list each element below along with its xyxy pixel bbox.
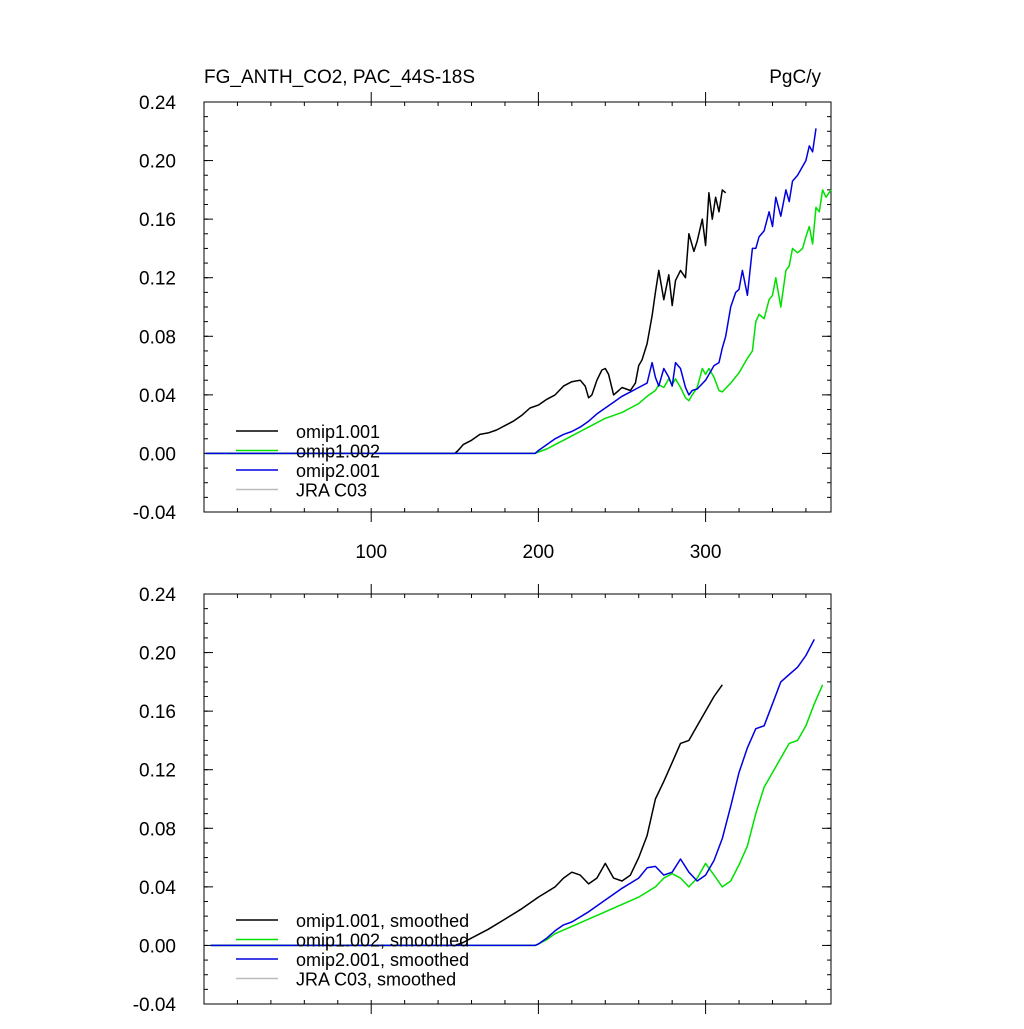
series-line — [205, 189, 727, 455]
legend-label: omip1.002 — [296, 442, 380, 462]
series-line — [210, 684, 723, 947]
y-tick-label: 0.24 — [139, 585, 176, 606]
legend-label: omip2.001 — [296, 461, 380, 481]
y-tick-label: 0.00 — [139, 936, 176, 957]
legend-label: JRA C03, smoothed — [296, 970, 456, 990]
units-label: PgC/y — [769, 67, 821, 88]
y-tick-label: 0.24 — [139, 93, 176, 114]
x-tick-label: 200 — [523, 542, 555, 563]
legend-label: omip1.001 — [296, 422, 380, 442]
y-tick-label: 0.16 — [139, 702, 176, 723]
y-tick-label: 0.20 — [139, 644, 176, 665]
y-tick-label: 0.16 — [139, 210, 176, 231]
legend-label: JRA C03 — [296, 481, 367, 501]
bottom-panel: -0.04 0.00 0.04 0.08 0.12 0.16 0.20 0.24 omip1.0… — [133, 584, 832, 1016]
legend-label: omip2.001, smoothed — [296, 950, 469, 970]
y-tick-label: 0.04 — [139, 878, 176, 899]
x-tick-label: 300 — [690, 542, 722, 563]
chart-title: FG_ANTH_CO2, PAC_44S-18S — [204, 67, 475, 88]
x-tick-label: 100 — [355, 542, 387, 563]
legend-label: omip1.002, smoothed — [296, 931, 469, 951]
y-tick-label: 0.12 — [139, 269, 176, 290]
y-tick-label: -0.04 — [133, 995, 177, 1016]
series-line — [205, 128, 817, 455]
top-panel: -0.04 0.00 0.04 0.08 0.12 0.16 0.20 0.24 100 200 3… — [133, 92, 832, 563]
y-tick-label: 0.08 — [139, 327, 176, 348]
y-tick-label: 0.04 — [139, 386, 176, 407]
y-tick-label: 0.08 — [139, 819, 176, 840]
y-tick-label: 0.12 — [139, 761, 176, 782]
legend-label: omip1.001, smoothed — [296, 911, 469, 931]
series-line — [210, 684, 824, 947]
y-tick-label: -0.04 — [133, 503, 177, 524]
y-tick-label: 0.00 — [139, 444, 176, 465]
series-line — [205, 189, 832, 455]
series-line — [210, 639, 815, 947]
y-tick-label: 0.20 — [139, 152, 176, 173]
